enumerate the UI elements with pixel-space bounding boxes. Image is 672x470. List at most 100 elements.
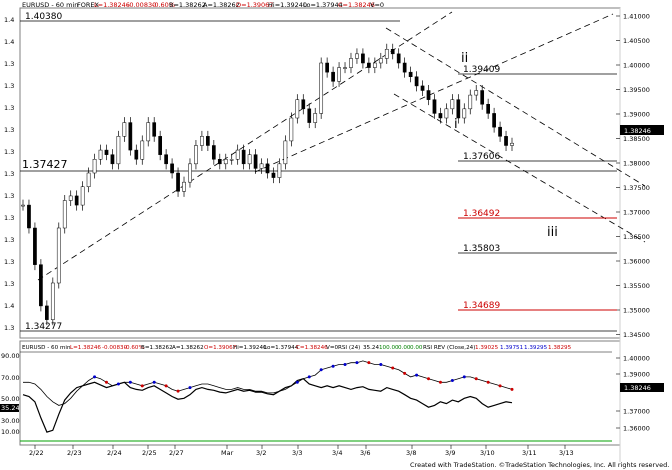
ind-rev4: 1.38295 <box>548 345 572 351</box>
indicator-header: EURUSD - 60 min L=1.38246 -0.00830 -0.60… <box>22 345 572 351</box>
footer-text: Created with TradeStation. ©TradeStation… <box>410 461 669 469</box>
x-axis-label: 3/4 <box>332 449 342 457</box>
x-axis-label: Mar <box>221 449 234 457</box>
candle-body <box>241 149 246 165</box>
candle-body <box>235 149 240 160</box>
rsi-lines <box>22 360 514 433</box>
candle-body <box>223 159 228 165</box>
candle-body <box>110 154 115 165</box>
candle-body <box>420 85 425 91</box>
candle-body <box>480 90 485 105</box>
candle-body <box>86 172 91 187</box>
rsi-rev-dot <box>152 380 156 384</box>
left-axis-label: 1.4 <box>4 38 14 46</box>
rsi-current-tag: 35.24 <box>1 404 20 412</box>
x-axis-label: 2/25 <box>142 449 157 457</box>
candle-body <box>194 145 198 165</box>
candle-body <box>134 149 139 160</box>
candle-body <box>492 113 496 128</box>
candle-body <box>510 142 514 146</box>
candle-body <box>21 204 25 207</box>
price-axis-label: 1.35500 <box>623 282 650 290</box>
rsi-rev-dot <box>140 384 144 388</box>
last-price-tag: 1.38246 <box>624 127 651 135</box>
left-axis-label: 1.3 <box>4 148 14 156</box>
price-axis-label: 1.35000 <box>623 307 650 315</box>
candle-body <box>247 154 252 165</box>
price-axis-label: 1.38500 <box>623 135 650 143</box>
candle-body <box>27 204 31 229</box>
ind-rsi-zero2: 0.00 <box>410 345 423 351</box>
candle-body <box>486 104 490 114</box>
candle-body <box>432 99 437 114</box>
candle-body <box>426 90 431 100</box>
rsi-rev-dot <box>128 380 132 384</box>
header-bid: B=1.38262 <box>169 1 206 9</box>
ind-right-label: 1.40000 <box>623 355 650 363</box>
ind-last: L=1.38246 <box>70 345 101 351</box>
candle-body <box>378 58 383 64</box>
price-y-axis: 1.41000 1.40500 1.40000 1.39500 1.39000 1.385… <box>616 13 650 339</box>
candle-body <box>325 62 329 73</box>
left-axis-label: 1.3 <box>4 280 14 288</box>
candle-body <box>319 62 324 114</box>
rsi-rev-dot <box>367 361 371 365</box>
candle-body <box>396 53 401 64</box>
x-axis-label: 3/9 <box>445 449 455 457</box>
candle-body <box>158 136 163 155</box>
wave-label-iii: iii <box>547 225 558 240</box>
left-axis-label: 1.4 <box>4 302 14 310</box>
candle-body <box>474 90 479 96</box>
ind-left-label: 50.00 <box>1 395 20 403</box>
rsi-rev-dot <box>164 384 168 388</box>
candle-body <box>408 71 413 77</box>
candle-body <box>217 159 222 165</box>
candle-body <box>361 53 365 64</box>
upper-channel-line <box>37 11 453 281</box>
candle-body <box>104 149 109 155</box>
candle-body <box>206 136 210 146</box>
candle-body <box>456 99 461 119</box>
candle-body <box>80 186 85 206</box>
x-axis-label: 2/24 <box>107 449 122 457</box>
candle-body <box>200 136 204 146</box>
candle-body <box>271 172 276 178</box>
header-last: L=1.38246 <box>94 1 130 9</box>
x-axis-label: 3/2 <box>256 449 266 457</box>
indicator-panel-frame <box>19 340 621 446</box>
rsi-line <box>22 378 513 433</box>
rsi-rev-dot <box>331 364 335 368</box>
header-exchange: FOREX <box>77 1 99 9</box>
x-axis-label: 2/23 <box>67 449 82 457</box>
price-axis-label: 1.40500 <box>623 37 650 45</box>
candle-body <box>62 200 67 229</box>
candle-body <box>56 227 61 284</box>
level-label-137606: 1.37606 <box>463 152 500 162</box>
ind-rev1: 1.39025 <box>475 345 499 351</box>
price-panel-frame <box>19 7 621 339</box>
rsi-rev-dot <box>295 380 299 384</box>
x-axis-label: 2/27 <box>169 449 184 457</box>
price-header: EURUSD - 60 min FOREX L=1.38246 -0.00830… <box>22 1 384 9</box>
rsi-current-tag-bg <box>0 404 19 412</box>
ind-bid: B=1.38262 <box>141 345 173 351</box>
price-axis-label: 1.40000 <box>623 62 650 70</box>
descending-channel-lower <box>393 93 646 243</box>
x-axis-label: 3/3 <box>292 449 302 457</box>
rsi-rev-dot <box>474 377 478 381</box>
rsi-rev-dot <box>343 362 347 366</box>
header-low: Lo=1.37944 <box>303 1 343 9</box>
candle-body <box>468 94 473 110</box>
rsi-rev-dot <box>104 380 108 384</box>
rsi-rev-dot <box>510 387 514 391</box>
header-change-pct: -0.60% <box>152 1 175 9</box>
rsi-rev-dot <box>415 373 419 377</box>
x-axis-label: 2/22 <box>29 449 44 457</box>
header-change: -0.00830 <box>127 1 156 9</box>
left-axis-label: 1.3 <box>4 324 14 332</box>
candle-body <box>462 108 467 119</box>
rsi-rev-dot <box>93 375 97 379</box>
candle-body <box>504 136 508 146</box>
rev-current-tag: 1.38246 <box>624 384 651 392</box>
candle-body <box>45 305 49 320</box>
